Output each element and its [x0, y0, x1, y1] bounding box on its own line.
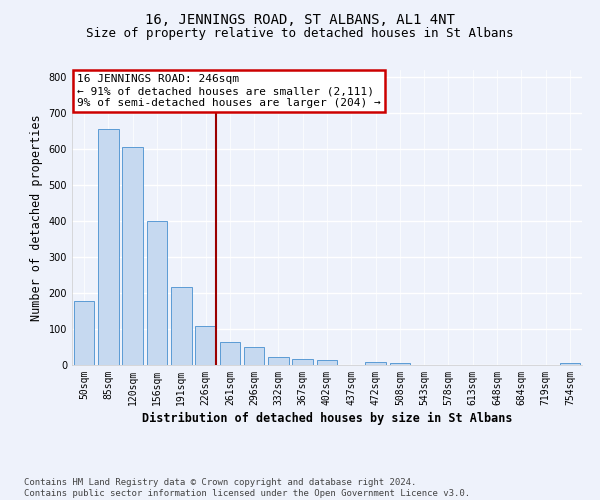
Bar	[292, 359, 313, 365]
X-axis label: Distribution of detached houses by size in St Albans: Distribution of detached houses by size …	[142, 412, 512, 425]
Bar	[122, 146, 143, 365]
Bar	[220, 342, 240, 365]
Text: Contains HM Land Registry data © Crown copyright and database right 2024.
Contai: Contains HM Land Registry data © Crown c…	[24, 478, 470, 498]
Bar	[244, 347, 265, 365]
Text: Size of property relative to detached houses in St Albans: Size of property relative to detached ho…	[86, 28, 514, 40]
Bar	[560, 363, 580, 365]
Bar	[389, 363, 410, 365]
Bar	[171, 286, 191, 365]
Bar	[74, 301, 94, 365]
Bar	[146, 221, 167, 365]
Bar	[317, 360, 337, 365]
Bar	[98, 130, 119, 365]
Bar	[365, 362, 386, 365]
Text: 16 JENNINGS ROAD: 246sqm
← 91% of detached houses are smaller (2,111)
9% of semi: 16 JENNINGS ROAD: 246sqm ← 91% of detach…	[77, 74, 381, 108]
Y-axis label: Number of detached properties: Number of detached properties	[30, 114, 43, 321]
Bar	[195, 326, 216, 365]
Text: 16, JENNINGS ROAD, ST ALBANS, AL1 4NT: 16, JENNINGS ROAD, ST ALBANS, AL1 4NT	[145, 12, 455, 26]
Bar	[268, 358, 289, 365]
